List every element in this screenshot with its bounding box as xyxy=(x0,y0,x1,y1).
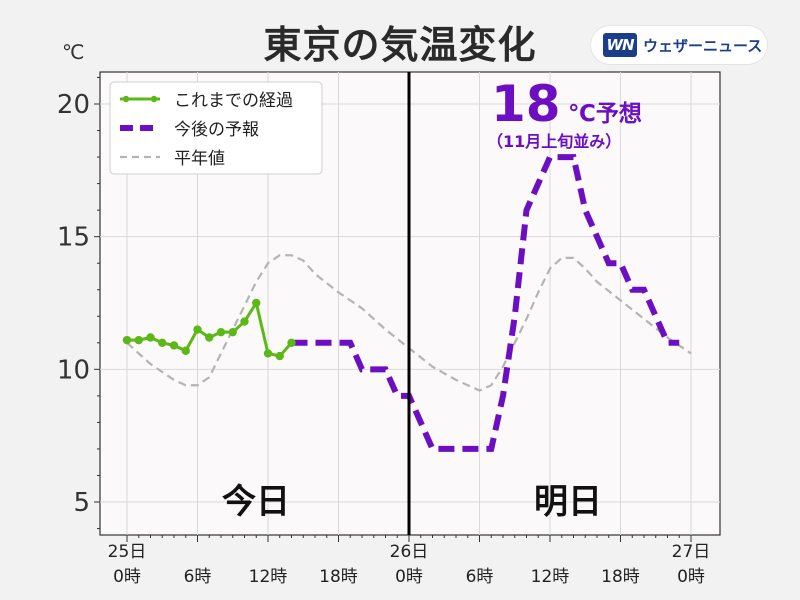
x-tick-label-hour: 6時 xyxy=(184,567,212,587)
observed-point xyxy=(146,333,155,342)
x-tick-label-hour: 12時 xyxy=(249,567,288,587)
x-tick-label-hour: 12時 xyxy=(531,567,570,587)
brand-name: ウェザーニュース xyxy=(643,36,763,55)
x-tick-label-date: 25日 xyxy=(108,542,147,562)
observed-point xyxy=(205,333,214,342)
x-tick-label-date: 27日 xyxy=(672,542,711,562)
brand-badge: WN ウェザーニュース xyxy=(591,26,767,64)
series xyxy=(122,72,692,535)
y-axis-unit: ℃ xyxy=(62,40,85,64)
y-tick-label: 15 xyxy=(57,223,90,253)
y-tick-label: 10 xyxy=(57,355,90,385)
series-normal-line xyxy=(126,254,692,392)
legend-marker-observed xyxy=(122,95,130,103)
observed-point xyxy=(263,349,273,358)
chart-title: 東京の気温変化 xyxy=(263,23,537,67)
legend-marker-observed xyxy=(150,95,158,103)
x-tick-label-hour: 0時 xyxy=(113,567,141,587)
observed-point xyxy=(240,317,249,326)
x-tick-label-hour: 18時 xyxy=(601,567,640,587)
forecast-annotation: 18 ℃予想 （11月上旬並み） xyxy=(487,75,642,151)
annotation-value: 18 xyxy=(491,75,561,133)
observed-point xyxy=(275,351,284,361)
legend-label-observed: これまでの経過 xyxy=(174,91,293,111)
x-tick-label-hour: 18時 xyxy=(319,567,358,587)
y-tick-label: 20 xyxy=(57,90,90,120)
observed-point xyxy=(181,346,190,355)
legend-label-forecast: 今後の予報 xyxy=(174,120,259,140)
legend-label-normal: 平年値 xyxy=(174,149,225,169)
observed-point xyxy=(158,338,167,347)
observed-point xyxy=(252,298,261,308)
x-tick-label-date: 26日 xyxy=(390,542,429,562)
observed-point xyxy=(228,327,237,337)
x-tick-label-hour: 6時 xyxy=(466,567,494,587)
observed-point xyxy=(216,327,226,337)
day-label-today: 今日 xyxy=(222,482,290,522)
brand-logo-icon: WN xyxy=(603,33,637,57)
observed-point xyxy=(134,335,143,345)
day-label-tomorrow: 明日 xyxy=(534,482,602,522)
observed-point xyxy=(122,335,132,345)
observed-point xyxy=(193,325,202,334)
observed-point xyxy=(287,338,296,347)
series-forecast-line xyxy=(291,154,680,452)
y-tick-label: 5 xyxy=(73,488,90,518)
x-tick-label-hour: 0時 xyxy=(677,567,705,587)
legend: これまでの経過 今後の予報 平年値 xyxy=(109,81,323,175)
axes: 5 10 15 20 25日 0時 6時 12時 18時 26日 0時 6時 12時 18時 27日 0時 xyxy=(57,76,711,587)
observed-point xyxy=(169,341,179,350)
legend-box xyxy=(109,81,323,175)
x-tick-label-hour: 0時 xyxy=(395,567,423,587)
annotation-sub: （11月上旬並み） xyxy=(487,132,621,151)
annotation-unit: ℃予想 xyxy=(568,101,642,127)
